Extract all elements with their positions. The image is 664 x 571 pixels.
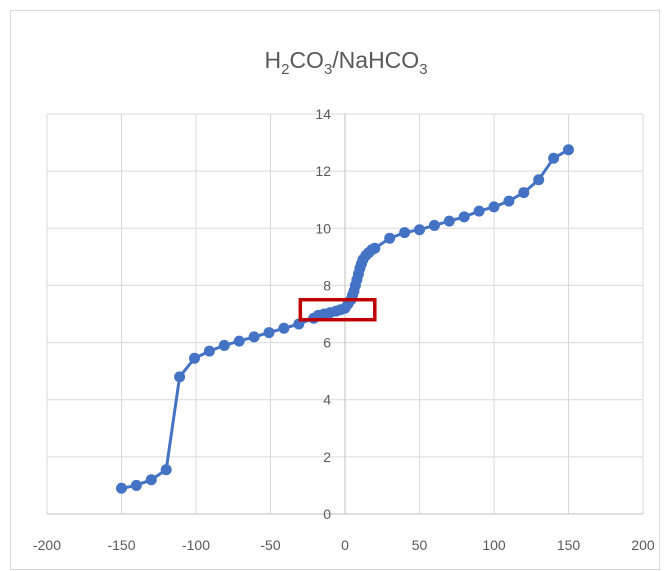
data-point xyxy=(248,331,260,343)
chart-title: H2CO3/NaHCO3 xyxy=(264,47,427,78)
x-tick-label: 0 xyxy=(341,537,349,553)
data-point xyxy=(278,322,290,334)
y-tick-label: 0 xyxy=(323,506,331,522)
data-point xyxy=(130,479,142,491)
highlight-box xyxy=(298,297,377,322)
data-point xyxy=(160,464,172,476)
title-mid-2: /NaHCO xyxy=(332,47,419,73)
chart-frame: H2CO3/NaHCO3 -200 -150 -100 -50 0 50 100 150 200… xyxy=(10,10,660,570)
axis-layer xyxy=(47,114,643,515)
title-sub-3: 3 xyxy=(419,61,427,78)
data-point xyxy=(174,371,186,383)
data-point xyxy=(384,232,396,244)
y-tick-label: 10 xyxy=(315,220,331,236)
x-tick-label: 50 xyxy=(412,537,428,553)
x-tick-label: 200 xyxy=(631,537,655,553)
x-tick-label: 100 xyxy=(482,537,506,553)
data-point xyxy=(488,201,500,213)
data-point xyxy=(218,339,230,351)
ticks-layer: -200 -150 -100 -50 0 50 100 150 200 0 2 4 6 8 10 12 14 xyxy=(33,106,655,553)
data-point xyxy=(399,227,411,239)
x-tick-label: -150 xyxy=(107,537,135,553)
title-main: H xyxy=(264,47,281,73)
data-point xyxy=(533,174,545,186)
data-point xyxy=(369,242,381,254)
data-point xyxy=(428,219,440,231)
y-tick-label: 2 xyxy=(323,449,331,465)
data-point xyxy=(145,474,157,486)
x-tick-label: -100 xyxy=(182,537,210,553)
data-point xyxy=(563,144,574,156)
y-tick-label: 12 xyxy=(315,163,331,179)
data-point xyxy=(189,352,201,364)
x-tick-label: -200 xyxy=(33,537,61,553)
data-point xyxy=(203,345,215,357)
data-point xyxy=(443,215,455,227)
data-point xyxy=(503,195,515,207)
data-point xyxy=(116,482,127,494)
data-point xyxy=(458,211,470,223)
title-sub-2: 3 xyxy=(324,61,332,78)
highlight-layer xyxy=(298,297,377,322)
y-tick-label: 8 xyxy=(323,277,331,293)
chart-svg: H2CO3/NaHCO3 -200 -150 -100 -50 0 50 100 150 200… xyxy=(33,47,655,553)
data-point xyxy=(233,335,245,347)
y-tick-label: 4 xyxy=(323,392,331,408)
y-tick-label: 6 xyxy=(323,335,331,351)
x-tick-label: 150 xyxy=(557,537,581,553)
title-sub-1: 2 xyxy=(281,61,289,78)
data-point xyxy=(263,327,275,339)
title-mid-1: CO xyxy=(289,47,324,73)
x-tick-label: -50 xyxy=(260,537,280,553)
y-tick-label: 14 xyxy=(315,106,331,122)
data-point xyxy=(473,205,485,217)
data-point xyxy=(548,152,560,164)
data-point xyxy=(518,187,530,199)
data-point xyxy=(414,224,425,236)
